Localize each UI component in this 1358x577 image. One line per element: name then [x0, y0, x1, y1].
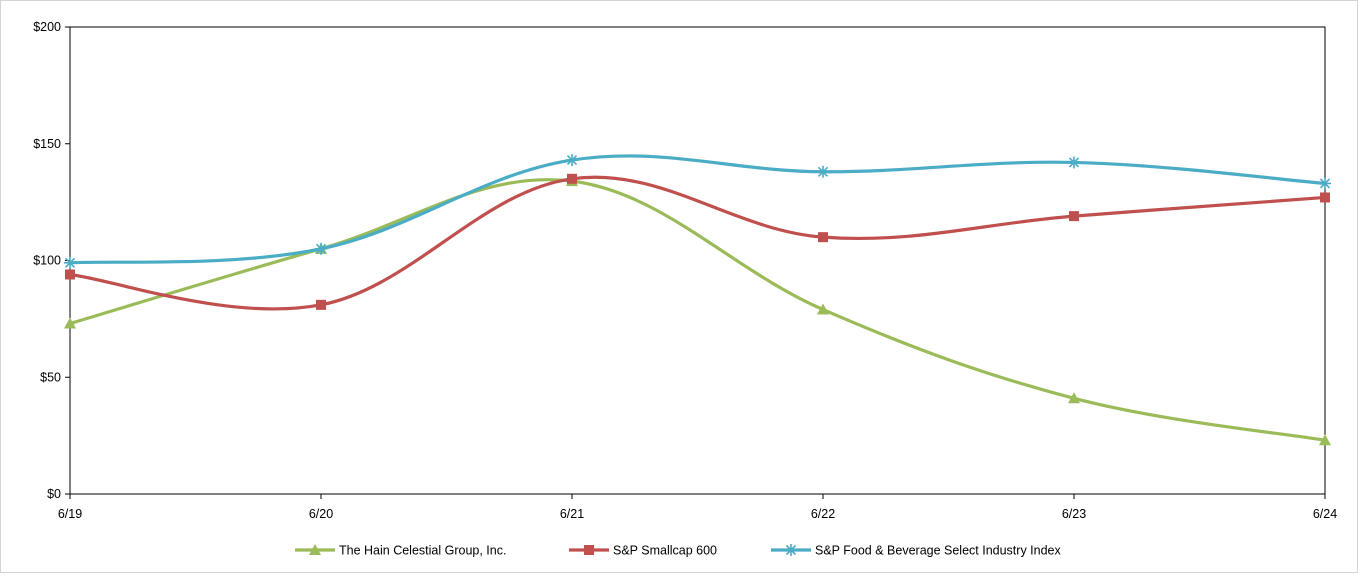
data-point: [1319, 177, 1331, 190]
legend-label: The Hain Celestial Group, Inc.: [339, 544, 506, 558]
x-tick-label: 6/24: [1313, 507, 1337, 521]
series-lines: [64, 154, 1331, 446]
data-point: [817, 303, 829, 315]
data-point: [315, 242, 327, 255]
x-tick-label: 6/19: [58, 507, 82, 521]
x-tick-label: 6/20: [309, 507, 333, 521]
axes: $0 $50 $100 $150 $200 6/19 6/20 6/21 6/22 6/23 6/2…: [33, 20, 1337, 521]
legend-label: S&P Food & Beverage Select Industry Inde…: [815, 544, 1061, 558]
legend-marker: [309, 544, 321, 555]
data-point: [1068, 156, 1080, 169]
series-1: [65, 173, 1330, 311]
x-tick-label: 6/23: [1062, 507, 1086, 521]
data-point: [316, 299, 326, 310]
series-line: [69, 175, 1326, 311]
y-tick-label: $100: [33, 254, 61, 268]
legend-item: S&P Smallcap 600: [569, 544, 717, 558]
series-0: [64, 175, 1331, 446]
data-point: [1068, 392, 1080, 404]
data-point: [64, 317, 76, 329]
data-point: [1320, 192, 1330, 203]
series-line: [69, 178, 1326, 442]
y-tick-label: $200: [33, 20, 61, 34]
data-point: [1069, 211, 1079, 222]
x-tick-label: 6/21: [560, 507, 584, 521]
y-tick-label: $50: [40, 370, 61, 384]
series-line: [69, 154, 1326, 265]
legend-label: S&P Smallcap 600: [613, 544, 717, 558]
data-point: [64, 256, 76, 269]
legend-marker: [584, 545, 594, 555]
series-2: [64, 154, 1331, 269]
data-point: [566, 154, 578, 167]
data-point: [817, 165, 829, 178]
plot-area-border: [69, 26, 1326, 495]
data-point: [818, 232, 828, 243]
legend-item: S&P Food & Beverage Select Industry Inde…: [771, 544, 1061, 558]
legend-item: The Hain Celestial Group, Inc.: [295, 544, 506, 558]
data-point: [1319, 434, 1331, 446]
legend: The Hain Celestial Group, Inc. S&P Smallc…: [295, 544, 1061, 558]
y-tick-label: $150: [33, 137, 61, 151]
x-tick-label: 6/22: [811, 507, 835, 521]
y-tick-label: $0: [47, 487, 61, 501]
data-point: [567, 173, 577, 184]
legend-marker: [785, 544, 797, 556]
data-point: [65, 269, 75, 280]
